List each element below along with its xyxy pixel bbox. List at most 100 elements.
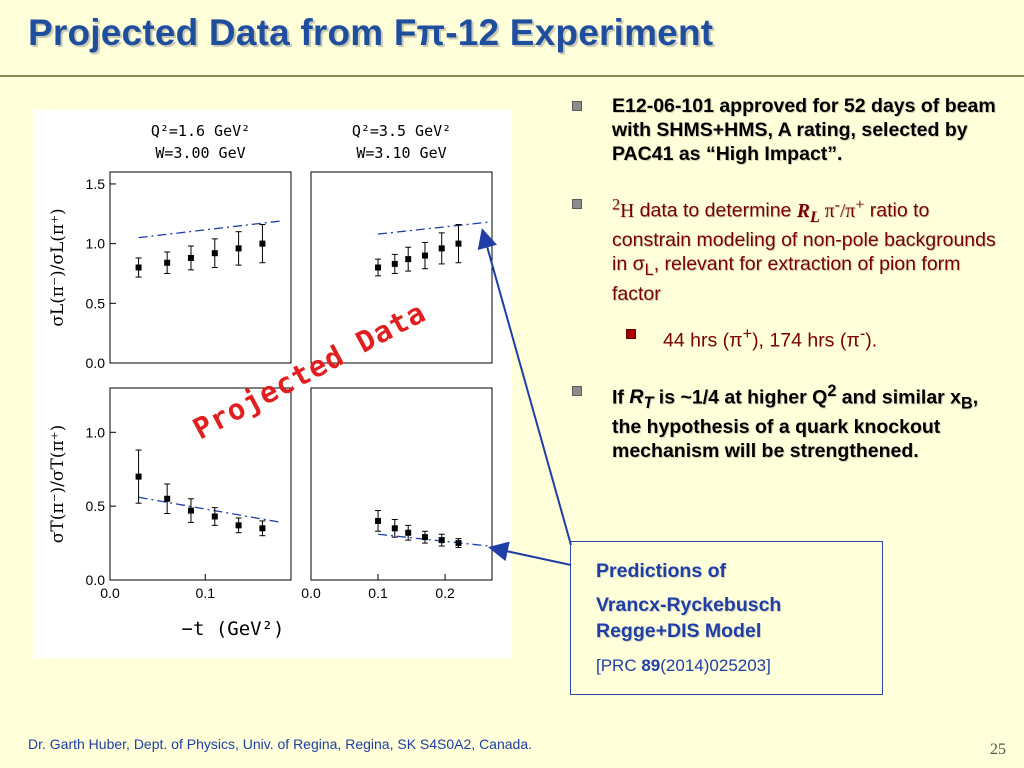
sub-sup-2: -	[859, 325, 866, 344]
data-point	[135, 473, 142, 480]
ratio-subscript: L	[809, 207, 820, 226]
slide-title: Projected Data from Fπ-12 Experiment	[28, 12, 714, 53]
data-point	[164, 495, 171, 502]
data-point	[259, 240, 266, 247]
panel-frame-top-left	[109, 171, 292, 364]
bullet-list: E12-06-101 approved for 52 days of beam …	[568, 94, 1008, 463]
predictions-line-3: Regge+DIS Model	[596, 620, 762, 642]
data-point	[455, 240, 462, 247]
x-tick-label-bottom-left: 0.0	[100, 585, 120, 601]
b3-text-3: and similar x	[836, 386, 962, 409]
ref-volume: 89	[641, 656, 661, 675]
bullet-square-icon	[572, 199, 582, 209]
predictions-line-1: Predictions of	[596, 560, 727, 582]
data-point	[455, 540, 462, 547]
ratio-chart: Q²=1.6 GeV² W=3.00 GeV 0.0 0.5 1.0 1.5 σL(π⁻)/…	[48, 122, 493, 640]
data-point	[211, 250, 218, 257]
data-point	[438, 537, 445, 544]
sigma-subscript: L	[644, 261, 654, 280]
y-tick-label-top-left: 0.0	[86, 355, 106, 371]
sub-sup-1: +	[742, 325, 753, 344]
isotope-mass: 2	[612, 195, 621, 213]
pion-plus-charge: +	[855, 195, 865, 213]
x-tick-label-bottom-right: 0.0	[301, 585, 321, 601]
isotope-element: H	[620, 200, 635, 222]
bullet-square-icon	[572, 385, 582, 396]
prediction-line-bottom-left	[138, 496, 282, 524]
sub-text-2: ), 174 hrs (π	[752, 329, 860, 352]
bullet-hypothesis: If RT is ~1/4 at higher Q2 and similar x…	[568, 379, 1008, 463]
panel-title-top-right: Q²=3.5 GeV²	[352, 122, 451, 140]
data-point	[164, 259, 171, 266]
sub-text-3: ).	[865, 329, 878, 352]
data-point	[235, 245, 242, 252]
sub-text-1: 44 hrs (π	[663, 329, 743, 352]
y-tick-label-bottom-left: 0.0	[86, 572, 106, 588]
prediction-line-top-left	[138, 220, 282, 239]
b3-text-4: , the hypothesis of a quark knockout mec…	[612, 386, 979, 463]
data-point	[421, 534, 428, 541]
b3-text-2: is ~1/4 at higher Q	[653, 386, 828, 409]
x-axis-label: −t (GeV²)	[182, 618, 285, 640]
data-point	[211, 513, 218, 520]
pion-minus-charge: -	[834, 195, 840, 213]
data-point	[135, 264, 142, 271]
data-point	[187, 254, 194, 261]
ref-open: [PRC	[596, 656, 642, 675]
ref-rest: (2014)025203]	[660, 656, 771, 675]
data-point	[421, 252, 428, 259]
panel-title-top-left: W=3.00 GeV	[155, 144, 245, 162]
predictions-title: Predictions of Vrancx-Ryckebusch Regge+D…	[596, 554, 781, 642]
data-point	[235, 522, 242, 529]
y-tick-label-top-left: 0.5	[86, 295, 106, 311]
y-tick-label-bottom-left: 0.5	[86, 498, 106, 514]
sub-bullet-hours: 44 hrs (π+), 174 hrs (π-).	[568, 322, 1008, 353]
data-point	[405, 256, 412, 263]
predictions-line-2: Vrancx-Ryckebusch	[596, 594, 782, 616]
y-axis-label-bottom-left: σT(π⁻)/σT(π⁺)	[48, 425, 68, 543]
ratio-symbol: R	[796, 200, 810, 222]
panel-title-top-right: W=3.10 GeV	[356, 144, 446, 162]
x-tick-label-bottom-left: 0.1	[196, 585, 216, 601]
data-point	[438, 245, 445, 252]
bullet-square-icon	[572, 101, 582, 111]
rt-subscript: T	[643, 394, 654, 413]
bullet-approval: E12-06-101 approved for 52 days of beam …	[568, 94, 1008, 166]
footer-text: Dr. Garth Huber, Dept. of Physics, Univ.…	[28, 736, 532, 752]
b2-text-2: ratio to constrain modeling of non-pole …	[612, 199, 996, 276]
predictions-box: Predictions of Vrancx-Ryckebusch Regge+D…	[570, 541, 883, 695]
panel-frame-bottom-right	[310, 387, 493, 581]
panel-frame-top-right	[310, 171, 493, 364]
b2-text-3: , relevant for extraction of pion form f…	[612, 253, 961, 306]
x-tick-label-bottom-right: 0.1	[368, 585, 388, 601]
y-axis-label-top-left: σL(π⁻)/σL(π⁺)	[48, 208, 68, 326]
q-sup: 2	[827, 381, 837, 400]
y-tick-label-top-left: 1.5	[86, 176, 106, 192]
rt-symbol: R	[629, 386, 644, 409]
b2-text-1: data to determine	[634, 199, 797, 222]
title-divider	[0, 75, 1024, 77]
data-point	[375, 517, 382, 524]
bullet-approval-text: E12-06-101 approved for 52 days of beam …	[612, 95, 996, 165]
pion-minus: π	[819, 200, 835, 222]
prediction-line-top-right	[377, 221, 489, 235]
y-tick-label-bottom-left: 1.0	[86, 424, 106, 440]
data-point	[187, 507, 194, 514]
data-point	[391, 260, 398, 267]
data-point	[405, 529, 412, 536]
panel-frame-bottom-left	[109, 387, 292, 581]
pion-plus: /π	[839, 200, 856, 222]
sub-bullet-square-icon	[626, 329, 636, 340]
x-tick-label-bottom-right: 0.2	[435, 585, 455, 601]
x-sub: B	[961, 394, 973, 413]
y-tick-label-top-left: 1.0	[86, 236, 106, 252]
data-point	[375, 264, 382, 271]
data-point	[259, 525, 266, 532]
page-number: 25	[990, 741, 1006, 758]
panel-title-top-left: Q²=1.6 GeV²	[151, 122, 250, 140]
data-point	[391, 525, 398, 532]
predictions-reference: [PRC 89(2014)025203]	[596, 656, 771, 676]
bullet-deuterium: 2H data to determine RL π-/π+ ratio to c…	[568, 192, 1008, 306]
chart-figure: Q²=1.6 GeV² W=3.00 GeV 0.0 0.5 1.0 1.5 σL(π⁻)/…	[33, 110, 512, 658]
b3-text-1: If	[612, 386, 630, 409]
